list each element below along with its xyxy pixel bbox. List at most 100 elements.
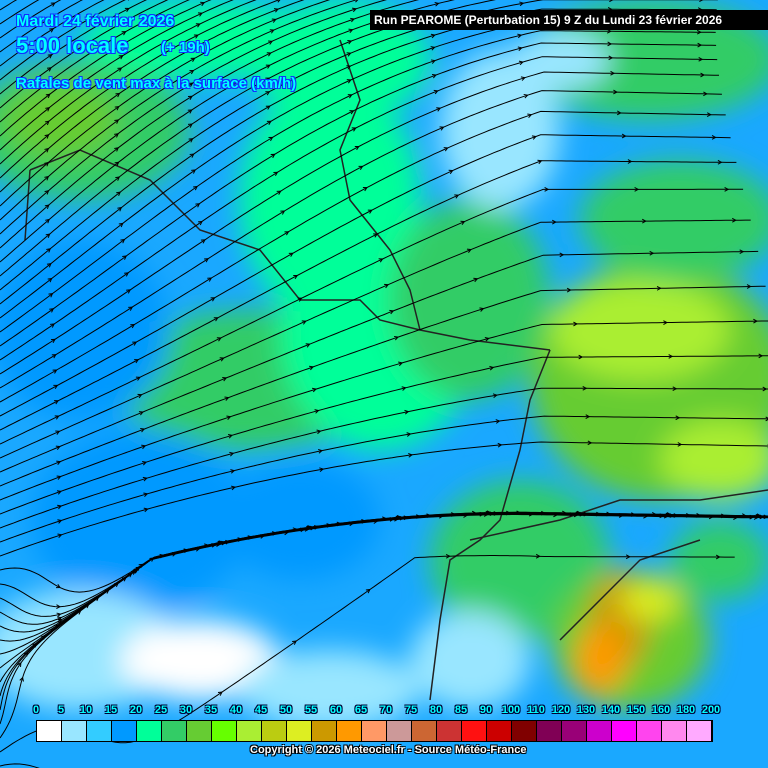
arrow-head-icon	[698, 56, 704, 62]
arrow-head-icon	[741, 513, 747, 519]
arrow-head-icon	[697, 42, 703, 48]
legend-label: 90	[479, 704, 493, 716]
arrow-head-icon	[346, 52, 352, 57]
streamline	[0, 0, 331, 207]
legend-swatch	[312, 721, 337, 741]
legend-swatch	[387, 721, 412, 741]
legend-swatch	[687, 721, 712, 741]
arrow-head-icon	[50, 338, 56, 344]
arrow-head-icon	[715, 554, 721, 560]
arrow-head-icon	[46, 80, 52, 85]
arrow-head-icon	[44, 147, 50, 153]
arrow-head-icon	[378, 258, 384, 263]
arrow-head-icon	[120, 238, 126, 244]
arrow-head-icon	[48, 292, 54, 298]
arrow-head-icon	[193, 34, 199, 39]
arrow-head-icon	[365, 588, 371, 594]
arrow-head-icon	[56, 583, 61, 589]
arrow-head-icon	[217, 691, 223, 696]
gust-zone	[220, 460, 380, 580]
arrow-head-icon	[193, 185, 198, 191]
arrow-head-icon	[44, 175, 50, 181]
arrow-head-icon	[46, 262, 52, 268]
legend-swatch	[462, 721, 487, 741]
legend-swatch	[137, 721, 162, 741]
arrow-head-icon	[434, 1, 440, 7]
arrow-head-icon	[187, 95, 193, 101]
arrow-head-icon	[696, 29, 702, 35]
streamline	[0, 320, 768, 501]
arrow-head-icon	[608, 55, 614, 61]
arrow-head-icon	[309, 365, 315, 371]
streamline	[0, 0, 126, 81]
arrow-head-icon	[479, 307, 485, 312]
arrow-head-icon	[187, 123, 193, 128]
streamline	[0, 219, 751, 459]
arrow-head-icon	[398, 361, 404, 367]
arrow-head-icon	[348, 28, 354, 34]
streamline	[0, 0, 718, 291]
arrow-head-icon	[222, 376, 228, 382]
arrow-head-icon	[135, 376, 141, 381]
arrow-head-icon	[765, 416, 768, 422]
arrow-head-icon	[443, 147, 449, 152]
arrow-head-icon	[724, 186, 730, 192]
arrow-head-icon	[706, 112, 712, 117]
arrow-head-icon	[143, 507, 149, 513]
arrow-head-icon	[537, 159, 543, 165]
arrow-head-icon	[210, 297, 216, 302]
arrow-head-icon	[226, 415, 232, 420]
arrow-head-icon	[57, 519, 63, 524]
arrow-head-icon	[430, 59, 436, 64]
border-line	[559, 539, 701, 641]
legend-label: 70	[379, 704, 393, 716]
arrow-head-icon	[346, 79, 352, 84]
legend-swatch	[162, 721, 187, 741]
arrow-head-icon	[739, 249, 745, 255]
legend-label: 85	[454, 704, 468, 716]
lead-time: (+ 19h)	[161, 39, 210, 56]
arrow-head-icon	[519, 1, 525, 7]
arrow-head-icon	[200, 1, 206, 7]
legend-label: 160	[651, 704, 671, 716]
arrow-head-icon	[634, 187, 640, 192]
streamline	[0, 0, 212, 137]
forecast-hour: 5:00 locale	[16, 33, 129, 58]
legend-swatch	[262, 721, 287, 741]
legend-label: 65	[354, 704, 368, 716]
arrow-head-icon	[142, 460, 148, 466]
arrow-head-icon	[731, 217, 737, 223]
legend-label: 50	[279, 704, 293, 716]
arrow-head-icon	[224, 396, 230, 401]
arrow-head-icon	[301, 320, 307, 325]
arrow-head-icon	[466, 248, 472, 253]
arrow-head-icon	[273, 171, 279, 176]
arrow-head-icon	[277, 0, 281, 3]
arrow-head-icon	[197, 12, 203, 17]
copyright: Copyright © 2026 Meteociel.fr - Source M…	[250, 744, 527, 756]
arrow-head-icon	[609, 0, 614, 3]
arrow-head-icon	[672, 386, 678, 392]
arrow-head-icon	[269, 29, 275, 34]
arrow-head-icon	[188, 138, 194, 143]
arrow-head-icon	[128, 306, 134, 311]
arrow-head-icon	[44, 204, 50, 209]
arrow-head-icon	[517, 33, 523, 39]
arrow-head-icon	[50, 2, 56, 7]
arrow-head-icon	[123, 19, 129, 24]
streamline	[0, 90, 722, 389]
arrow-head-icon	[319, 467, 325, 472]
arrow-head-icon	[19, 676, 24, 682]
arrow-head-icon	[495, 419, 501, 424]
arrow-head-icon	[122, 255, 128, 260]
legend-swatch	[362, 721, 387, 741]
arrow-head-icon	[141, 444, 147, 450]
arrow-head-icon	[207, 277, 213, 282]
arrow-head-icon	[675, 415, 681, 421]
arrow-head-icon	[677, 442, 683, 447]
arrow-head-icon	[56, 490, 62, 495]
arrow-head-icon	[134, 359, 140, 364]
streamline	[0, 415, 768, 543]
streamline	[0, 0, 18, 11]
